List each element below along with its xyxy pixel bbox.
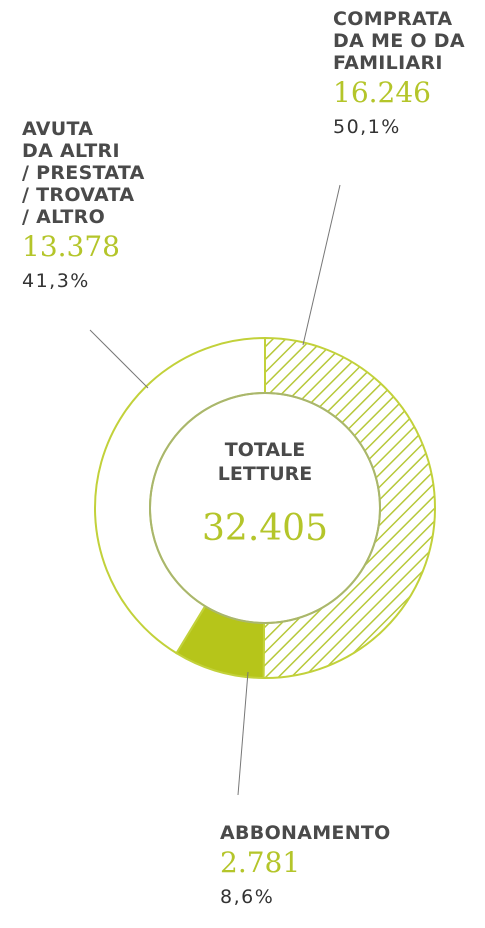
leader-line	[302, 184, 341, 346]
value-label: 13.378	[22, 230, 120, 263]
slice-label: ABBONAMENTO 2.781 8,6%	[220, 822, 391, 910]
leader-line	[89, 329, 149, 389]
inner-circle	[149, 392, 381, 624]
leader-line	[237, 671, 249, 796]
category-label: AVUTA DA ALTRI / PRESTATA / TROVATA / AL…	[22, 118, 145, 228]
percentage-label: 50,1%	[333, 116, 401, 138]
category-label: ABBONAMENTO	[220, 822, 391, 844]
center-title: TOTALE LETTURE	[217, 439, 313, 485]
percentage-label: 8,6%	[220, 886, 275, 908]
value-label: 16.246	[333, 76, 431, 109]
slice-label: COMPRATA DA ME O DA FAMILIARI 16.246 50,1%	[333, 8, 465, 140]
slice-label: AVUTA DA ALTRI / PRESTATA / TROVATA / AL…	[22, 118, 145, 294]
total: 32.405	[202, 508, 328, 549]
value-label: 2.781	[220, 846, 301, 879]
category-label: COMPRATA DA ME O DA FAMILIARI	[333, 8, 465, 74]
donut-slice	[94, 336, 266, 655]
percentage-label: 41,3%	[22, 270, 90, 292]
